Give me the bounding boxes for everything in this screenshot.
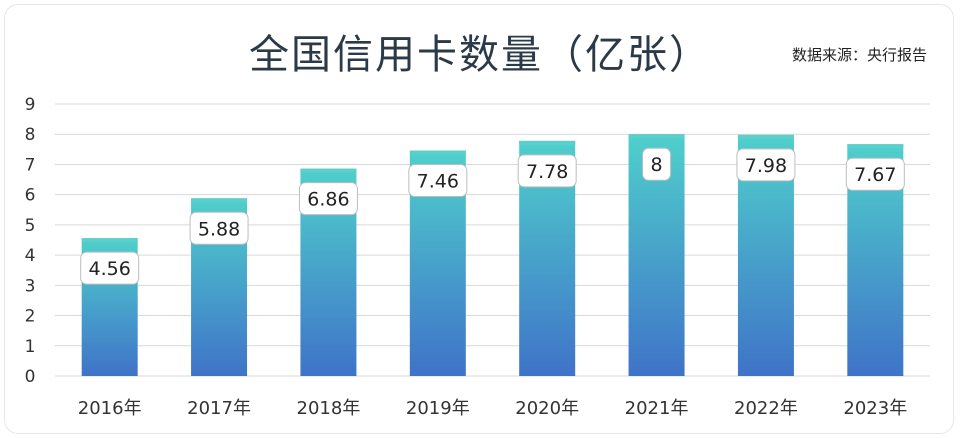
data-label-box xyxy=(736,148,796,182)
data-label-box xyxy=(642,147,672,181)
y-tick-label: 7 xyxy=(25,155,36,175)
y-tick-label: 1 xyxy=(25,337,36,357)
data-label-box xyxy=(298,182,358,216)
data-label-box xyxy=(408,164,468,198)
x-tick-label: 2023年 xyxy=(843,398,907,419)
bar-top-cap xyxy=(409,150,466,155)
data-label-box xyxy=(517,154,577,188)
bar-top-cap xyxy=(519,140,576,145)
y-tick-label: 8 xyxy=(25,125,36,145)
data-label: 7.78 xyxy=(526,161,568,183)
y-tick-label: 2 xyxy=(25,307,36,327)
x-tick-label: 2020年 xyxy=(515,398,579,419)
chart-title: 全国信用卡数量（亿张） xyxy=(249,32,711,78)
x-tick-label: 2022年 xyxy=(734,398,798,419)
y-tick-label: 6 xyxy=(25,186,36,206)
x-tick-label: 2016年 xyxy=(78,398,142,419)
bar-top-cap xyxy=(81,238,138,243)
data-label: 6.86 xyxy=(307,189,349,211)
data-label: 7.46 xyxy=(417,171,459,193)
data-source-note: 数据来源：央行报告 xyxy=(791,46,927,64)
x-tick-label: 2018年 xyxy=(297,398,361,419)
data-label: 5.88 xyxy=(198,218,240,240)
bar-top-cap xyxy=(847,144,904,149)
data-label: 8 xyxy=(651,154,663,176)
data-label-box xyxy=(845,157,905,191)
y-tick-label: 4 xyxy=(25,246,36,266)
data-label-box xyxy=(80,251,140,285)
data-label: 7.98 xyxy=(745,155,787,177)
bar-top-cap xyxy=(737,134,794,139)
data-label: 4.56 xyxy=(89,258,131,280)
data-label: 7.67 xyxy=(854,164,896,186)
x-tick-label: 2017年 xyxy=(187,398,251,419)
bar-top-cap xyxy=(191,198,248,203)
data-label-box xyxy=(189,211,249,245)
x-tick-label: 2021年 xyxy=(625,398,689,419)
y-tick-label: 9 xyxy=(25,95,36,115)
y-axis-ticks: 0 1 2 3 4 5 6 7 8 9 xyxy=(25,95,36,387)
chart-frame xyxy=(4,4,954,434)
y-tick-label: 0 xyxy=(25,367,36,387)
y-tick-label: 5 xyxy=(25,216,36,236)
y-tick-label: 3 xyxy=(25,276,36,296)
grid-lines xyxy=(55,103,930,377)
data-labels: 4.56 5.88 6.86 7.46 7.78 8 7.98 7.67 xyxy=(80,147,905,285)
x-tick-label: 2019年 xyxy=(406,398,470,419)
bar-top-cap xyxy=(300,168,357,173)
bar-top-cap xyxy=(628,134,685,139)
x-axis-labels: 2016年 2017年 2018年 2019年 2020年 2021年 2022年 2023年 xyxy=(78,398,907,419)
